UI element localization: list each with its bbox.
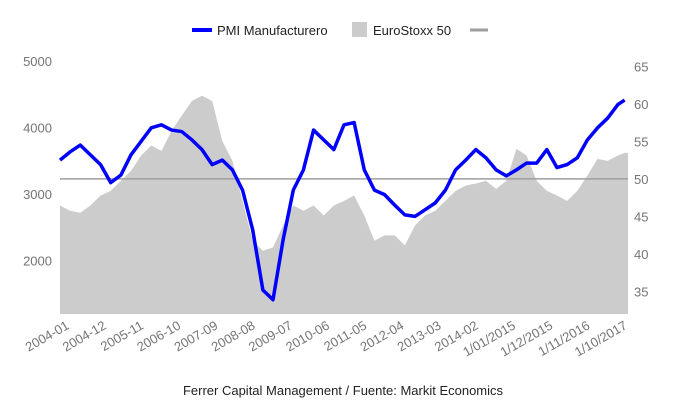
right-axis-tick: 60 bbox=[634, 97, 648, 112]
left-axis-tick: 2000 bbox=[23, 254, 52, 269]
legend: PMI Manufacturero EuroStoxx 50 bbox=[192, 22, 488, 38]
right-axis-tick: 55 bbox=[634, 134, 648, 149]
left-axis-tick: 3000 bbox=[23, 187, 52, 202]
right-axis-tick: 35 bbox=[634, 284, 648, 299]
source-note: Ferrer Capital Management / Fuente: Mark… bbox=[183, 383, 504, 398]
right-axis-tick: 45 bbox=[634, 209, 648, 224]
left-axis-tick: 4000 bbox=[23, 121, 52, 136]
right-axis-tick: 50 bbox=[634, 172, 648, 187]
right-axis-tick: 65 bbox=[634, 59, 648, 74]
legend-eurostoxx-swatch bbox=[352, 22, 367, 37]
right-axis-tick: 40 bbox=[634, 247, 648, 262]
left-axis-tick: 5000 bbox=[23, 54, 52, 69]
legend-pmi-label: PMI Manufacturero bbox=[217, 23, 328, 38]
legend-eurostoxx-label: EuroStoxx 50 bbox=[373, 23, 451, 38]
